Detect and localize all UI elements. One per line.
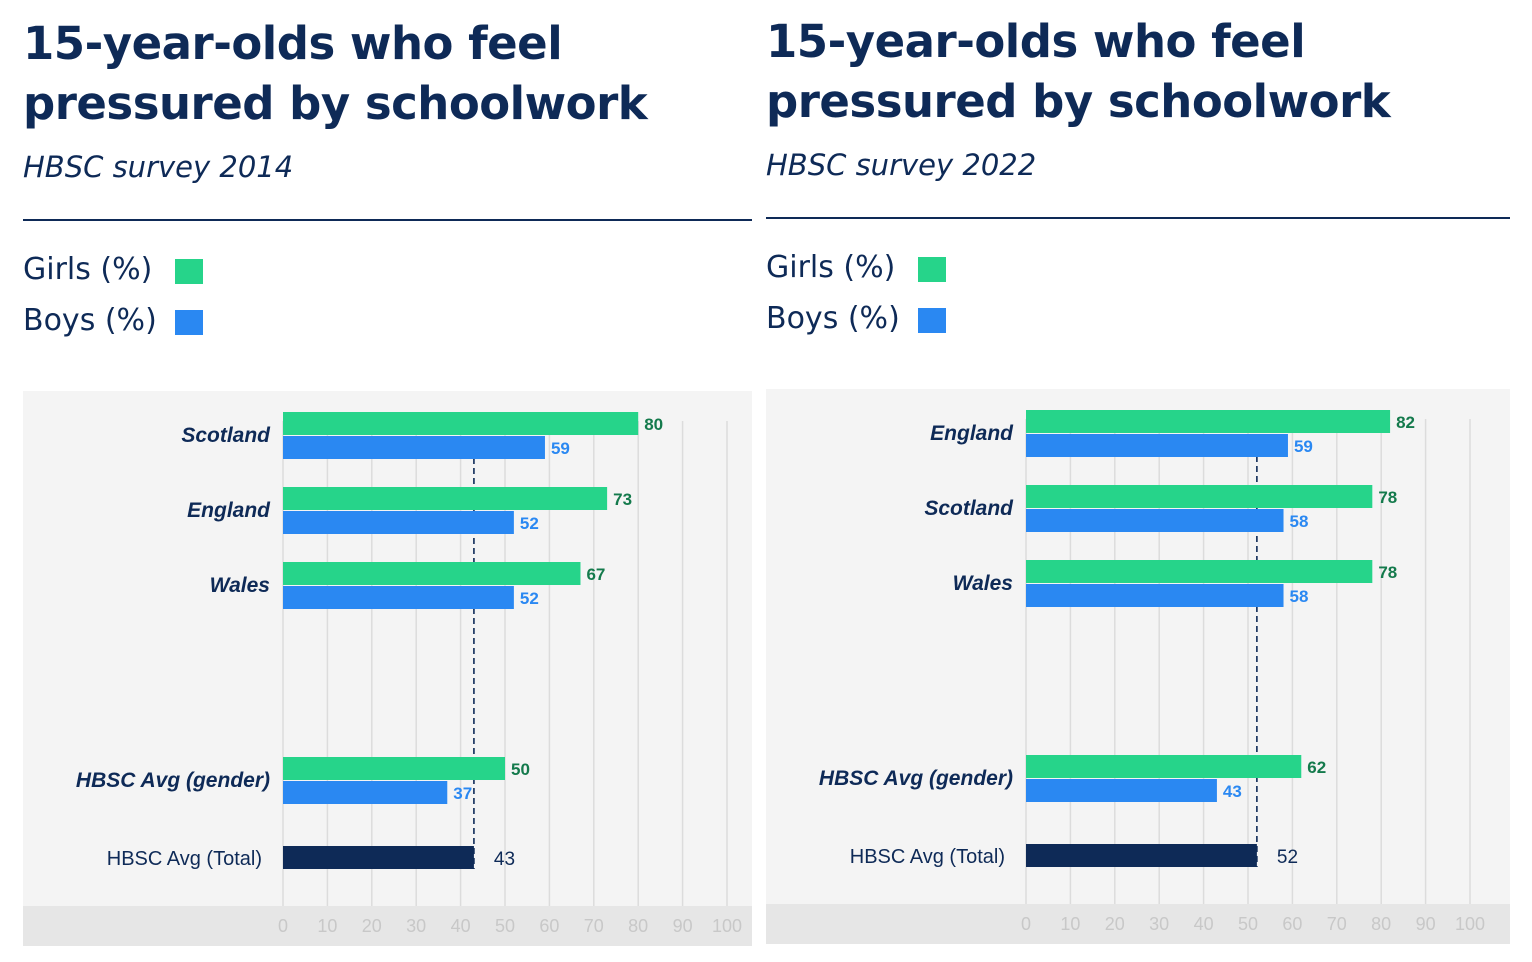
legend-girls-swatch [175, 259, 203, 284]
bar-girls [1026, 410, 1391, 433]
x-tick-label: 90 [1416, 914, 1436, 934]
legend-girls-label: Girls (%) [766, 250, 896, 285]
bar-value-label: 80 [644, 415, 663, 434]
bar-boys [283, 586, 514, 609]
bar-chart-2014: 0 10 20 30 40 50 60 70 80 90 100 Scotland 80 59 Englan… [23, 391, 752, 946]
bar-value-label: 82 [1396, 413, 1415, 432]
bar-total [283, 846, 474, 869]
bar-boys [283, 781, 448, 804]
bar-value-label: 43 [1223, 782, 1242, 801]
x-tick-label: 60 [1282, 914, 1302, 934]
chart-panel-2022: 15-year-olds who feel pressured by schoo… [766, 0, 1510, 962]
bar-girls [1026, 560, 1373, 583]
legend-girls-swatch [918, 257, 946, 282]
category-label: Scotland [924, 497, 1014, 520]
bar-value-label: 67 [586, 565, 605, 584]
bar-value-label: 58 [1290, 512, 1309, 531]
bar-girls [1026, 485, 1373, 508]
x-tick-label: 30 [1149, 914, 1169, 934]
x-tick-label: 0 [1021, 914, 1031, 934]
bar-chart-2022: 0 10 20 30 40 50 60 70 80 90 100 England 82 59 Scotlan… [766, 389, 1510, 944]
legend-boys-swatch [175, 310, 203, 335]
x-tick-label: 10 [317, 916, 337, 936]
x-axis-band [23, 906, 752, 946]
total-value-label: 43 [494, 849, 515, 870]
bar-girls [1026, 755, 1302, 778]
bar-value-label: 58 [1290, 587, 1309, 606]
x-tick-label: 0 [278, 916, 288, 936]
bar-girls [283, 562, 581, 585]
x-tick-label: 70 [584, 916, 604, 936]
x-tick-label: 100 [1455, 914, 1485, 934]
bar-girls [283, 487, 608, 510]
bar-boys [1026, 434, 1288, 457]
x-tick-label: 40 [451, 916, 471, 936]
bar-value-label: 59 [551, 439, 570, 458]
legend-boys-swatch [918, 308, 946, 333]
x-tick-label: 80 [1371, 914, 1391, 934]
total-category-label: HBSC Avg (Total) [850, 846, 1005, 868]
category-label: Wales [210, 574, 270, 597]
bar-value-label: 50 [511, 760, 530, 779]
x-tick-label: 30 [406, 916, 426, 936]
chart-subtitle: HBSC survey 2022 [766, 148, 1037, 182]
x-tick-label: 80 [628, 916, 648, 936]
x-axis-band [766, 904, 1510, 944]
title-divider [23, 219, 752, 221]
bar-value-label: 73 [613, 490, 632, 509]
bar-value-label: 37 [453, 784, 472, 803]
bar-value-label: 78 [1378, 563, 1397, 582]
x-tick-label: 90 [673, 916, 693, 936]
chart-title: 15-year-olds who feel pressured by schoo… [23, 17, 648, 130]
bar-boys [1026, 584, 1284, 607]
x-tick-label: 20 [362, 916, 382, 936]
legend-girls-label: Girls (%) [23, 252, 153, 287]
bar-girls [283, 757, 505, 780]
plot-background [23, 391, 752, 906]
legend-boys-label: Boys (%) [23, 303, 157, 338]
category-label: England [930, 422, 1014, 445]
plot-background [766, 389, 1510, 904]
category-label: HBSC Avg (gender) [819, 767, 1013, 790]
x-tick-label: 50 [495, 916, 515, 936]
category-label: HBSC Avg (gender) [76, 769, 270, 792]
total-category-label: HBSC Avg (Total) [107, 848, 262, 870]
bar-boys [1026, 509, 1284, 532]
bar-value-label: 78 [1378, 488, 1397, 507]
bar-boys [1026, 779, 1217, 802]
chart-panel-2014: 15-year-olds who feel pressured by schoo… [23, 0, 753, 962]
bar-total [1026, 844, 1257, 867]
bar-value-label: 52 [520, 589, 539, 608]
x-tick-label: 60 [539, 916, 559, 936]
category-label: England [187, 499, 271, 522]
chart-title: 15-year-olds who feel pressured by schoo… [766, 15, 1391, 128]
total-value-label: 52 [1277, 847, 1298, 868]
chart-subtitle: HBSC survey 2014 [23, 150, 294, 184]
bar-value-label: 62 [1307, 758, 1326, 777]
title-divider [766, 217, 1510, 219]
x-tick-label: 40 [1194, 914, 1214, 934]
bar-girls [283, 412, 639, 435]
x-tick-label: 100 [712, 916, 742, 936]
x-tick-label: 70 [1327, 914, 1347, 934]
x-tick-label: 50 [1238, 914, 1258, 934]
x-tick-label: 10 [1060, 914, 1080, 934]
category-label: Wales [953, 572, 1013, 595]
legend-boys-label: Boys (%) [766, 301, 900, 336]
category-label: Scotland [181, 424, 271, 447]
bar-boys [283, 511, 514, 534]
bar-boys [283, 436, 545, 459]
bar-value-label: 52 [520, 514, 539, 533]
x-tick-label: 20 [1105, 914, 1125, 934]
bar-value-label: 59 [1294, 437, 1313, 456]
